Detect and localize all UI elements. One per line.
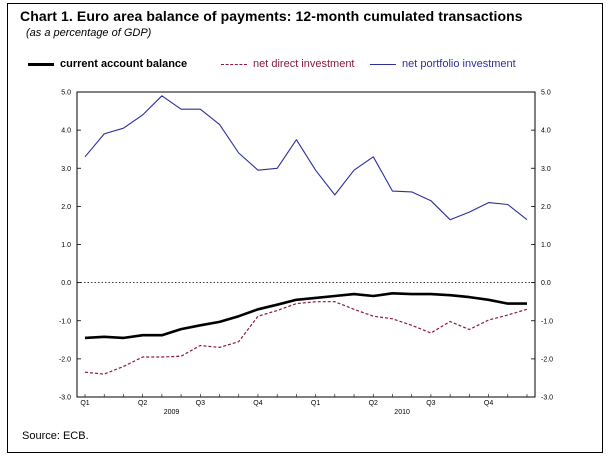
legend-item-direct-investment: net direct investment: [221, 58, 355, 70]
y-tick-label-right: 1.0: [541, 242, 551, 249]
chart-frame: [7, 3, 603, 453]
plot-area: [76, 91, 536, 398]
chart-title: Chart 1. Euro area balance of payments: …: [20, 8, 523, 24]
y-tick-label-left: 1.0: [61, 242, 71, 249]
legend-label-portfolio-investment: net portfolio investment: [402, 58, 516, 70]
y-tick-label-left: 5.0: [61, 90, 71, 97]
x-quarter-label: Q4: [253, 400, 262, 407]
legend-label-current-account: current account balance: [60, 58, 188, 70]
x-quarter-label: Q3: [196, 400, 205, 407]
x-quarter-label: Q1: [311, 400, 320, 407]
y-tick-label-left: 0.0: [61, 280, 71, 287]
y-tick-label-left: 2.0: [61, 204, 71, 211]
chart-subtitle: (as a percentage of GDP): [26, 27, 152, 39]
x-quarter-label: Q1: [80, 400, 89, 407]
y-tick-label-right: -1.0: [541, 318, 553, 325]
y-tick-label-left: 3.0: [61, 166, 71, 173]
x-quarter-label: Q2: [138, 400, 147, 407]
legend-swatch-direct-investment: [221, 63, 247, 65]
x-quarter-label: Q2: [369, 400, 378, 407]
chart-source: Source: ECB.: [22, 430, 89, 442]
y-tick-label-right: 0.0: [541, 280, 551, 287]
legend-item-portfolio-investment: net portfolio investment: [370, 58, 516, 70]
y-tick-label-right: 5.0: [541, 90, 551, 97]
legend-swatch-portfolio-investment: [370, 63, 396, 65]
x-year-label: 2010: [394, 409, 410, 416]
series-line-portfolio-investment: [84, 95, 528, 221]
x-quarter-label: Q3: [426, 400, 435, 407]
y-tick-label-right: 3.0: [541, 166, 551, 173]
x-year-label: 2009: [164, 409, 180, 416]
y-tick-label-right: -2.0: [541, 356, 553, 363]
legend-swatch-current-account: [28, 62, 54, 66]
y-tick-label-left: -1.0: [59, 318, 71, 325]
y-tick-label-left: -3.0: [59, 395, 71, 402]
legend-item-current-account: current account balance: [28, 58, 187, 70]
y-tick-label-left: 4.0: [61, 128, 71, 135]
series-line-direct-investment: [84, 301, 528, 375]
y-tick-label-right: -3.0: [541, 395, 553, 402]
y-tick-label-left: -2.0: [59, 356, 71, 363]
x-quarter-label: Q4: [484, 400, 493, 407]
y-tick-label-right: 4.0: [541, 128, 551, 135]
legend-label-direct-investment: net direct investment: [253, 58, 355, 70]
series-line-current-account: [84, 291, 527, 340]
y-tick-label-right: 2.0: [541, 204, 551, 211]
